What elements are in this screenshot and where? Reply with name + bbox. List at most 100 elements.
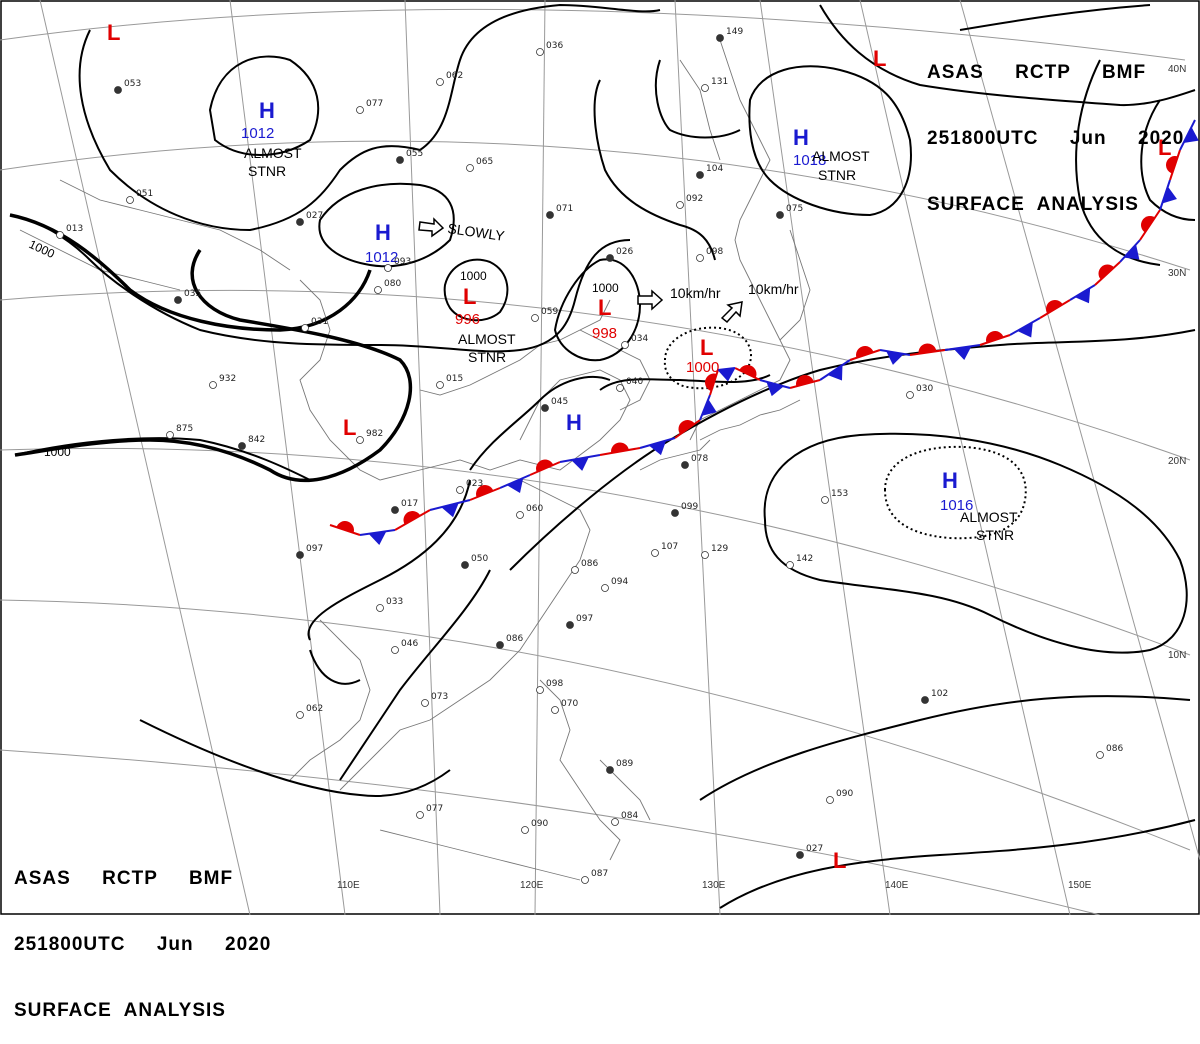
speed-label: 10km/hr xyxy=(748,281,799,297)
station-marker xyxy=(1096,751,1104,759)
lon-label-130e: 130E xyxy=(702,880,726,891)
station-pressure: 060 xyxy=(526,504,543,514)
title-line: SURFACE ANALYSIS xyxy=(14,1000,226,1021)
station-pressure: 050 xyxy=(471,554,488,564)
warm-front-semicircle xyxy=(739,365,757,378)
map-title-bottom: ASAS RCTP BMF 251800UTC Jun 2020 SURFACE… xyxy=(14,824,271,1044)
station-pressure: 075 xyxy=(786,204,803,214)
station-pressure: 932 xyxy=(219,374,236,384)
station-pressure: 046 xyxy=(401,639,418,649)
station-pressure: 087 xyxy=(591,869,608,879)
high-symbol: H xyxy=(793,125,809,150)
station-marker xyxy=(496,641,504,649)
cold-front-triangle xyxy=(1123,244,1140,260)
station-pressure: 027 xyxy=(306,211,323,221)
isobars xyxy=(9,3,1196,909)
warm-front-semicircle xyxy=(611,442,629,454)
station-marker xyxy=(301,324,309,332)
station-marker xyxy=(606,766,614,774)
warm-front-semicircle xyxy=(1098,264,1115,280)
station-pressure: 080 xyxy=(384,279,401,289)
station-plots: 053 062 077 055 065 036 071 051 013 027 093 080 035 0… xyxy=(56,27,1123,884)
warm-front-semicircle xyxy=(796,375,814,387)
station-marker xyxy=(716,34,724,42)
station-marker xyxy=(56,231,64,239)
station-marker xyxy=(391,506,399,514)
cold-front-triangle xyxy=(717,367,736,382)
isobar-label: 1000 xyxy=(592,281,619,295)
station-pressure: 104 xyxy=(706,164,723,174)
station-marker xyxy=(696,254,704,262)
station-pressure: 149 xyxy=(726,27,743,37)
warm-front-semicircle xyxy=(403,511,421,525)
isobar-label: 1000 xyxy=(460,269,487,283)
station-marker xyxy=(621,341,629,349)
warm-front-semicircle xyxy=(1166,156,1178,174)
station-marker xyxy=(174,296,182,304)
cold-front-triangle xyxy=(441,502,459,518)
title-line: 251800UTC Jun 2020 xyxy=(14,934,272,955)
stnr-label: STNR xyxy=(468,349,506,365)
station-marker xyxy=(238,442,246,450)
station-pressure: 098 xyxy=(546,679,563,689)
low-symbol: L xyxy=(1158,135,1171,160)
lon-label-140e: 140E xyxy=(885,880,909,891)
station-marker xyxy=(296,711,304,719)
station-marker xyxy=(776,211,784,219)
station-marker xyxy=(374,286,382,294)
station-pressure: 086 xyxy=(581,559,598,569)
station-marker xyxy=(436,381,444,389)
station-marker xyxy=(296,551,304,559)
station-pressure: 023 xyxy=(466,479,483,489)
low-symbol: L xyxy=(343,415,356,440)
station-pressure: 092 xyxy=(686,194,703,204)
stnr-label: STNR xyxy=(248,163,286,179)
title-line: ASAS RCTP BMF xyxy=(14,868,234,889)
station-pressure: 027 xyxy=(806,844,823,854)
station-marker xyxy=(516,511,524,519)
station-pressure: 982 xyxy=(366,429,383,439)
station-pressure: 040 xyxy=(626,377,643,387)
station-marker xyxy=(396,156,404,164)
station-pressure: 073 xyxy=(431,692,448,702)
warm-front-semicircle xyxy=(1141,216,1155,233)
station-pressure: 055 xyxy=(406,149,423,159)
warm-front-semicircle xyxy=(536,459,554,473)
station-pressure: 034 xyxy=(631,334,648,344)
station-pressure: 842 xyxy=(248,435,265,445)
station-pressure: 026 xyxy=(616,247,633,257)
station-marker xyxy=(356,106,364,114)
high-value: 1016 xyxy=(940,497,973,514)
title-line: 251800UTC Jun 2020 xyxy=(927,128,1185,149)
station-pressure: 065 xyxy=(476,157,493,167)
station-pressure: 031 xyxy=(311,317,328,327)
coastlines xyxy=(19,39,811,881)
high-symbol: H xyxy=(375,220,391,245)
station-pressure: 071 xyxy=(556,204,573,214)
station-pressure: 051 xyxy=(136,189,153,199)
station-pressure: 053 xyxy=(124,79,141,89)
station-pressure: 013 xyxy=(66,224,83,234)
warm-front-semicircle xyxy=(856,346,874,358)
warm-front-semicircle xyxy=(336,521,355,533)
low-value: 998 xyxy=(592,325,617,342)
station-marker xyxy=(541,404,549,412)
station-marker xyxy=(384,264,392,272)
station-marker xyxy=(906,391,914,399)
cold-front-triangle xyxy=(766,381,784,397)
grid-labels: 110E 120E 130E 140E 150E 40N 30N 20N 10N xyxy=(337,64,1186,891)
high-symbol: H xyxy=(259,98,275,123)
low-symbol: L xyxy=(107,20,120,45)
cold-front-triangle xyxy=(506,477,524,494)
station-pressure: 102 xyxy=(931,689,948,699)
almost-label: ALMOST xyxy=(960,509,1018,525)
station-pressure: 097 xyxy=(576,614,593,624)
low-value: 1000 xyxy=(686,359,719,376)
station-pressure: 107 xyxy=(661,542,678,552)
lon-label-120e: 120E xyxy=(520,880,544,891)
station-pressure: 070 xyxy=(561,699,578,709)
station-pressure: 089 xyxy=(616,759,633,769)
station-pressure: 086 xyxy=(506,634,523,644)
station-pressure: 090 xyxy=(836,789,853,799)
speed-label: 10km/hr xyxy=(670,285,721,301)
